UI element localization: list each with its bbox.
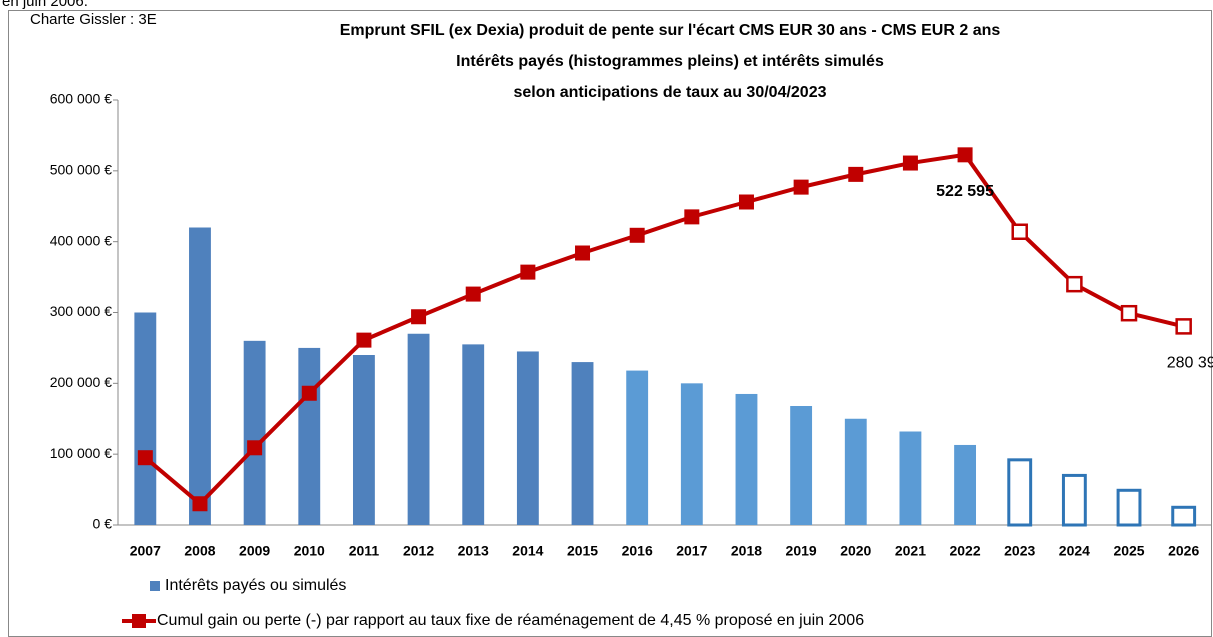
y-tick-label: 400 000 € (50, 232, 112, 248)
x-tick-label: 2026 (1168, 543, 1199, 559)
x-tick-label: 2018 (731, 543, 762, 559)
bar (407, 333, 430, 525)
bar (844, 418, 867, 525)
marker (520, 264, 536, 280)
marker (356, 332, 372, 348)
x-tick-label: 2012 (403, 543, 434, 559)
x-tick-label: 2009 (239, 543, 270, 559)
y-tick-label: 300 000 € (50, 303, 112, 319)
x-tick-label: 2019 (786, 543, 817, 559)
chart-title: selon anticipations de taux au 30/04/202… (513, 84, 826, 101)
bar (243, 340, 266, 525)
marker (192, 496, 208, 512)
y-tick-label: 100 000 € (50, 445, 112, 461)
marker (247, 440, 263, 456)
bar (516, 351, 539, 525)
legend-swatch (132, 614, 146, 628)
marker (738, 194, 754, 210)
line (144, 152, 1185, 507)
bar (571, 362, 594, 525)
marker (1175, 318, 1192, 335)
marker (848, 166, 864, 182)
x-tick-label: 2010 (294, 543, 325, 559)
data-label: 280 393 (1167, 355, 1213, 372)
annotation: Charte Gissler : 3E (30, 11, 157, 28)
bar (1007, 458, 1033, 527)
marker (793, 179, 809, 195)
marker (1011, 223, 1028, 240)
marker (411, 309, 427, 325)
marker (629, 227, 645, 243)
marker (465, 286, 481, 302)
x-tick-label: 2025 (1113, 543, 1144, 559)
marker (137, 450, 153, 466)
bar (1061, 473, 1087, 527)
bar (1171, 505, 1197, 527)
legend-swatch (150, 581, 160, 591)
marker (957, 147, 973, 163)
legend-label: Intérêts payés ou simulés (165, 577, 346, 594)
header-fragment: en juin 2006. (2, 0, 88, 10)
x-tick-label: 2013 (458, 543, 489, 559)
bar (1116, 488, 1142, 527)
chart-title: Emprunt SFIL (ex Dexia) produit de pente… (340, 22, 1001, 39)
x-tick-label: 2014 (512, 543, 543, 559)
x-tick-label: 2022 (949, 543, 980, 559)
marker (1120, 304, 1138, 322)
x-tick-label: 2020 (840, 543, 871, 559)
marker (684, 209, 700, 225)
bar (735, 393, 758, 525)
y-tick-label: 200 000 € (50, 374, 112, 390)
x-tick-label: 2017 (676, 543, 707, 559)
y-tick-label: 500 000 € (50, 162, 112, 178)
chart-title: Intérêts payés (histogrammes pleins) et … (456, 53, 884, 70)
marker (575, 245, 591, 261)
marker (902, 155, 918, 171)
bar (626, 370, 649, 525)
y-tick-label: 0 € (93, 516, 113, 532)
x-tick-label: 2011 (349, 543, 380, 559)
x-tick-label: 2008 (184, 543, 215, 559)
x-tick-label: 2021 (895, 543, 926, 559)
bar (790, 406, 813, 525)
x-tick-label: 2023 (1004, 543, 1035, 559)
bar (189, 227, 211, 525)
bar (298, 347, 321, 525)
bar (352, 355, 375, 525)
bar (680, 383, 703, 525)
bar (462, 344, 485, 525)
marker (301, 385, 317, 401)
data-label: 522 595 (936, 183, 994, 200)
x-tick-label: 2024 (1059, 543, 1090, 559)
y-tick-label: 600 000 € (50, 91, 112, 107)
x-tick-label: 2007 (130, 543, 161, 559)
bar (954, 444, 977, 525)
legend-label: Cumul gain ou perte (-) par rapport au t… (157, 612, 864, 629)
bar (899, 431, 922, 525)
x-tick-label: 2016 (622, 543, 653, 559)
x-tick-label: 2015 (567, 543, 598, 559)
marker (1066, 275, 1083, 293)
bar (134, 312, 157, 525)
